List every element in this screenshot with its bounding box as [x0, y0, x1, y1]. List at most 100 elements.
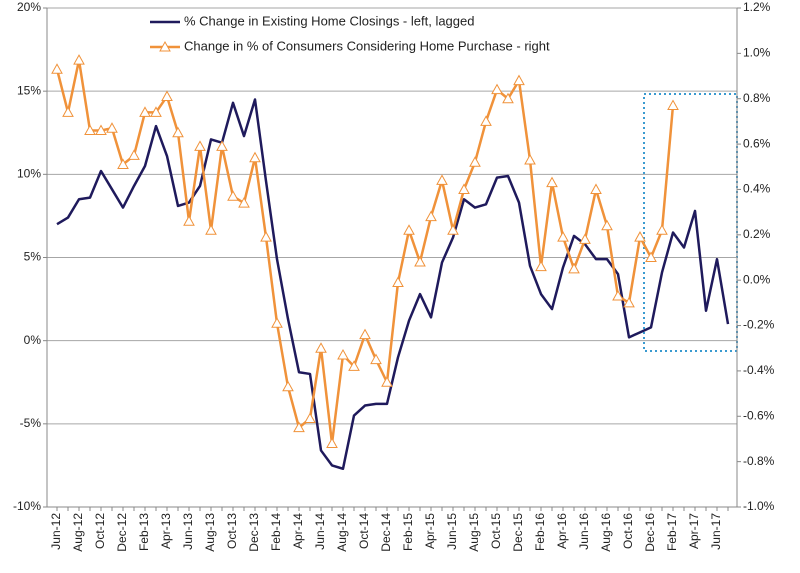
x-tick-label: Feb-14: [269, 513, 283, 551]
x-tick-label: Feb-16: [533, 513, 547, 551]
x-tick-label: Oct-15: [489, 513, 503, 549]
y-tick-label: 10%: [17, 167, 41, 181]
triangle-marker: [436, 174, 448, 185]
x-tick-label: Jun-13: [181, 513, 195, 550]
y-tick-label: -10%: [13, 499, 41, 513]
triangle-marker: [546, 176, 558, 188]
triangle-marker: [667, 99, 679, 111]
triangle-marker: [172, 126, 184, 138]
triangle-marker: [260, 231, 272, 242]
x-tick-label: Oct-12: [93, 513, 107, 549]
triangle-marker: [73, 54, 85, 65]
x-tick-label: Oct-13: [225, 513, 239, 549]
y-tick-label: 15%: [17, 83, 41, 97]
x-tick-label: Aug-12: [71, 513, 85, 552]
triangle-marker: [348, 360, 360, 371]
y2-tick-label: -0.6%: [743, 408, 775, 422]
x-tick-label: Aug-16: [599, 513, 613, 552]
triangle-marker: [106, 122, 118, 133]
legend-text: % Change in Existing Home Closings - lef…: [184, 13, 474, 28]
y-tick-label: 0%: [24, 333, 42, 347]
triangle-marker: [293, 421, 305, 433]
x-tick-label: Aug-13: [203, 513, 217, 552]
triangle-marker: [612, 290, 624, 301]
triangle-marker: [634, 231, 646, 242]
triangle-marker: [205, 224, 217, 235]
triangle-marker: [139, 106, 151, 117]
triangle-marker: [403, 224, 415, 235]
x-tick-label: Dec-12: [115, 513, 129, 552]
x-tick-label: Jun-12: [49, 513, 63, 550]
triangle-marker: [238, 197, 250, 208]
triangle-marker: [51, 63, 63, 74]
triangle-marker: [590, 183, 602, 194]
triangle-marker: [183, 215, 195, 226]
triangle-marker: [282, 380, 294, 392]
triangle-marker: [337, 349, 349, 360]
x-tick-label: Jun-17: [709, 513, 723, 550]
triangle-marker: [414, 256, 426, 267]
y2-tick-label: 0.8%: [743, 91, 771, 105]
triangle-marker: [194, 140, 206, 151]
x-tick-label: Jun-15: [445, 513, 459, 550]
legend-text: Change in % of Consumers Considering Hom…: [184, 38, 550, 53]
y2-tick-label: 0.2%: [743, 227, 771, 241]
triangle-marker: [392, 276, 404, 287]
triangle-marker: [425, 210, 437, 222]
triangle-marker: [623, 296, 635, 308]
y2-tick-label: -0.8%: [743, 454, 775, 468]
x-tick-label: Apr-15: [423, 513, 437, 549]
triangle-marker: [502, 92, 514, 104]
triangle-marker: [95, 124, 107, 135]
y2-tick-label: 1.2%: [743, 0, 771, 14]
triangle-marker: [491, 83, 503, 95]
x-tick-label: Apr-14: [291, 513, 305, 549]
triangle-marker: [469, 156, 481, 167]
x-tick-label: Oct-16: [621, 513, 635, 549]
triangle-marker: [535, 260, 547, 272]
y2-tick-label: 1.0%: [743, 46, 771, 60]
triangle-marker: [524, 153, 536, 165]
y-tick-label: 5%: [24, 250, 42, 264]
y2-tick-label: -1.0%: [743, 499, 775, 513]
triangle-marker: [216, 140, 228, 151]
triangle-marker: [315, 342, 327, 353]
x-tick-label: Apr-16: [555, 513, 569, 549]
legend-marker: [159, 40, 171, 52]
triangle-marker: [249, 151, 261, 163]
triangle-marker: [304, 412, 316, 424]
triangle-marker: [480, 115, 492, 126]
x-tick-label: Feb-15: [401, 513, 415, 551]
y-tick-label: 20%: [17, 0, 41, 14]
triangle-marker: [84, 124, 96, 135]
x-tick-label: Jun-14: [313, 513, 327, 550]
x-tick-label: Aug-15: [467, 513, 481, 552]
y2-tick-label: 0.4%: [743, 182, 771, 196]
x-tick-label: Dec-15: [511, 513, 525, 552]
triangle-marker: [601, 219, 613, 231]
series-line: [55, 58, 675, 445]
triangle-marker: [645, 251, 657, 262]
x-tick-label: Dec-16: [643, 513, 657, 552]
y2-tick-label: -0.4%: [743, 363, 775, 377]
x-tick-label: Aug-14: [335, 513, 349, 552]
y2-tick-label: 0.6%: [743, 136, 771, 150]
triangle-marker: [161, 90, 173, 101]
triangle-marker: [579, 233, 591, 244]
x-tick-label: Jun-16: [577, 513, 591, 550]
triangle-marker: [458, 183, 470, 194]
y-tick-label: -5%: [20, 416, 42, 430]
triangle-marker: [62, 106, 74, 117]
triangle-marker: [227, 190, 239, 201]
y2-tick-label: -0.2%: [743, 318, 775, 332]
triangle-marker: [370, 353, 382, 365]
x-tick-label: Dec-14: [379, 513, 393, 552]
x-tick-label: Dec-13: [247, 513, 261, 552]
triangle-marker: [568, 262, 580, 274]
triangle-marker: [271, 317, 283, 328]
x-tick-label: Feb-17: [665, 513, 679, 551]
triangle-marker: [447, 224, 459, 235]
x-tick-label: Oct-14: [357, 513, 371, 549]
triangle-marker: [150, 106, 162, 117]
